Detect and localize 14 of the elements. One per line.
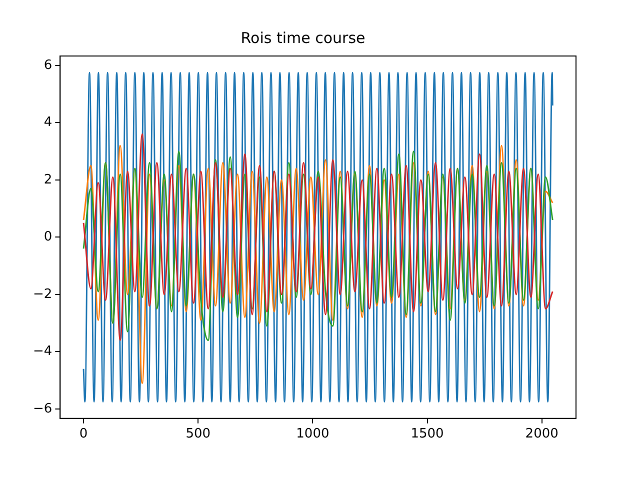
- y-tick-label: −2: [32, 286, 52, 302]
- y-tick-label: 4: [44, 115, 52, 130]
- x-tick-label: 500: [186, 426, 211, 442]
- line-series: [82, 72, 554, 403]
- y-tick-label: −6: [32, 401, 52, 416]
- x-tick-label: 1500: [410, 426, 444, 442]
- x-tick-label: 2000: [525, 426, 558, 442]
- y-tick-label: 6: [44, 58, 52, 73]
- chart-title: Rois time course: [240, 28, 366, 47]
- x-tick-label: 0: [79, 426, 88, 442]
- y-tick-label: −4: [32, 344, 52, 360]
- x-tick-label: 1000: [296, 426, 330, 442]
- y-tick-label: 0: [44, 230, 52, 245]
- y-tick-label: 2: [44, 172, 52, 188]
